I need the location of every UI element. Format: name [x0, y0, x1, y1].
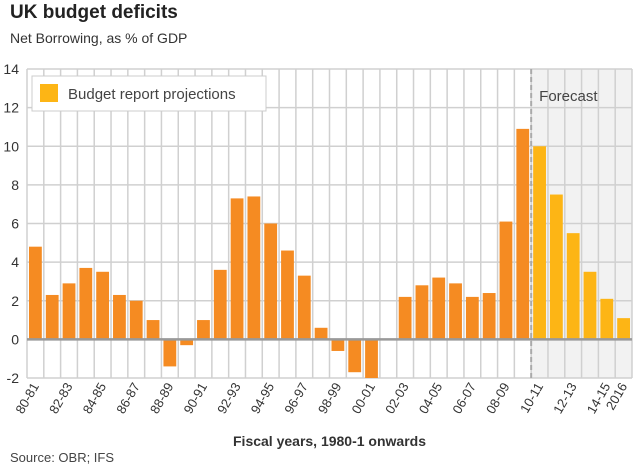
bar — [415, 285, 429, 340]
x-tick-label: 12-13 — [550, 380, 580, 416]
chart-title: UK budget deficits — [10, 2, 178, 23]
x-tick-label: 92-93 — [214, 380, 244, 416]
bar — [516, 128, 530, 340]
x-tick-label: 02-03 — [382, 380, 412, 416]
bar — [264, 223, 278, 340]
x-tick-label: 88-89 — [147, 380, 177, 416]
bar — [247, 196, 261, 340]
x-tick-label: 06-07 — [449, 380, 479, 416]
x-tick-label: 94-95 — [248, 380, 278, 416]
bar — [533, 146, 546, 340]
bar — [465, 296, 479, 340]
x-tick-label: 04-05 — [416, 380, 446, 416]
y-tick-label: 4 — [11, 254, 19, 270]
bar — [583, 271, 597, 340]
x-axis-title: Fiscal years, 1980-1 onwards — [233, 433, 426, 449]
y-tick-label: 14 — [3, 61, 19, 77]
x-tick-label: 96-97 — [281, 380, 311, 416]
bar — [96, 271, 110, 340]
bar — [281, 250, 294, 340]
bar — [348, 339, 362, 373]
bar — [566, 233, 580, 340]
x-tick-label: 10-11 — [517, 380, 546, 415]
y-tick-label: -2 — [7, 370, 20, 386]
bar — [331, 339, 345, 351]
x-tick-label: 84-85 — [80, 380, 110, 416]
bar — [449, 283, 462, 340]
x-tick-label: 08-09 — [483, 380, 513, 416]
bar — [213, 269, 227, 340]
x-tick-label: 98-99 — [315, 380, 345, 416]
bar — [600, 298, 614, 340]
y-tick-label: 2 — [11, 293, 19, 309]
y-tick-label: 0 — [11, 331, 19, 347]
bar — [45, 294, 59, 340]
forecast-label: Forecast — [539, 88, 598, 105]
bar — [549, 194, 563, 340]
source-note: Source: OBR; IFS — [10, 450, 115, 465]
y-tick-label: 12 — [3, 100, 19, 116]
y-tick-label: 6 — [11, 216, 19, 232]
bar — [113, 294, 126, 340]
bar — [146, 320, 160, 340]
x-tick-label: 00-01 — [348, 380, 378, 416]
legend-label: Budget report projections — [68, 86, 236, 103]
bar — [365, 339, 378, 378]
bar — [197, 320, 210, 340]
bar — [230, 198, 244, 340]
bar — [29, 246, 42, 340]
bar — [617, 318, 630, 340]
bar — [482, 293, 496, 340]
bar — [180, 339, 194, 346]
y-tick-label: 10 — [3, 138, 19, 154]
bar — [129, 300, 143, 340]
legend-swatch — [40, 84, 58, 102]
bar — [314, 327, 328, 340]
bar — [297, 275, 311, 340]
x-tick-label: 90-91 — [180, 380, 210, 416]
x-tick-label: 86-87 — [113, 380, 143, 416]
bar — [79, 267, 93, 340]
bar — [163, 339, 177, 367]
bar — [62, 283, 76, 340]
legend-box — [31, 75, 267, 112]
bar — [398, 296, 412, 340]
bar — [499, 221, 513, 340]
y-tick-label: 8 — [11, 177, 19, 193]
x-tick-label: 82-83 — [46, 380, 76, 416]
chart-subtitle: Net Borrowing, as % of GDP — [10, 30, 188, 46]
bar — [432, 277, 446, 340]
